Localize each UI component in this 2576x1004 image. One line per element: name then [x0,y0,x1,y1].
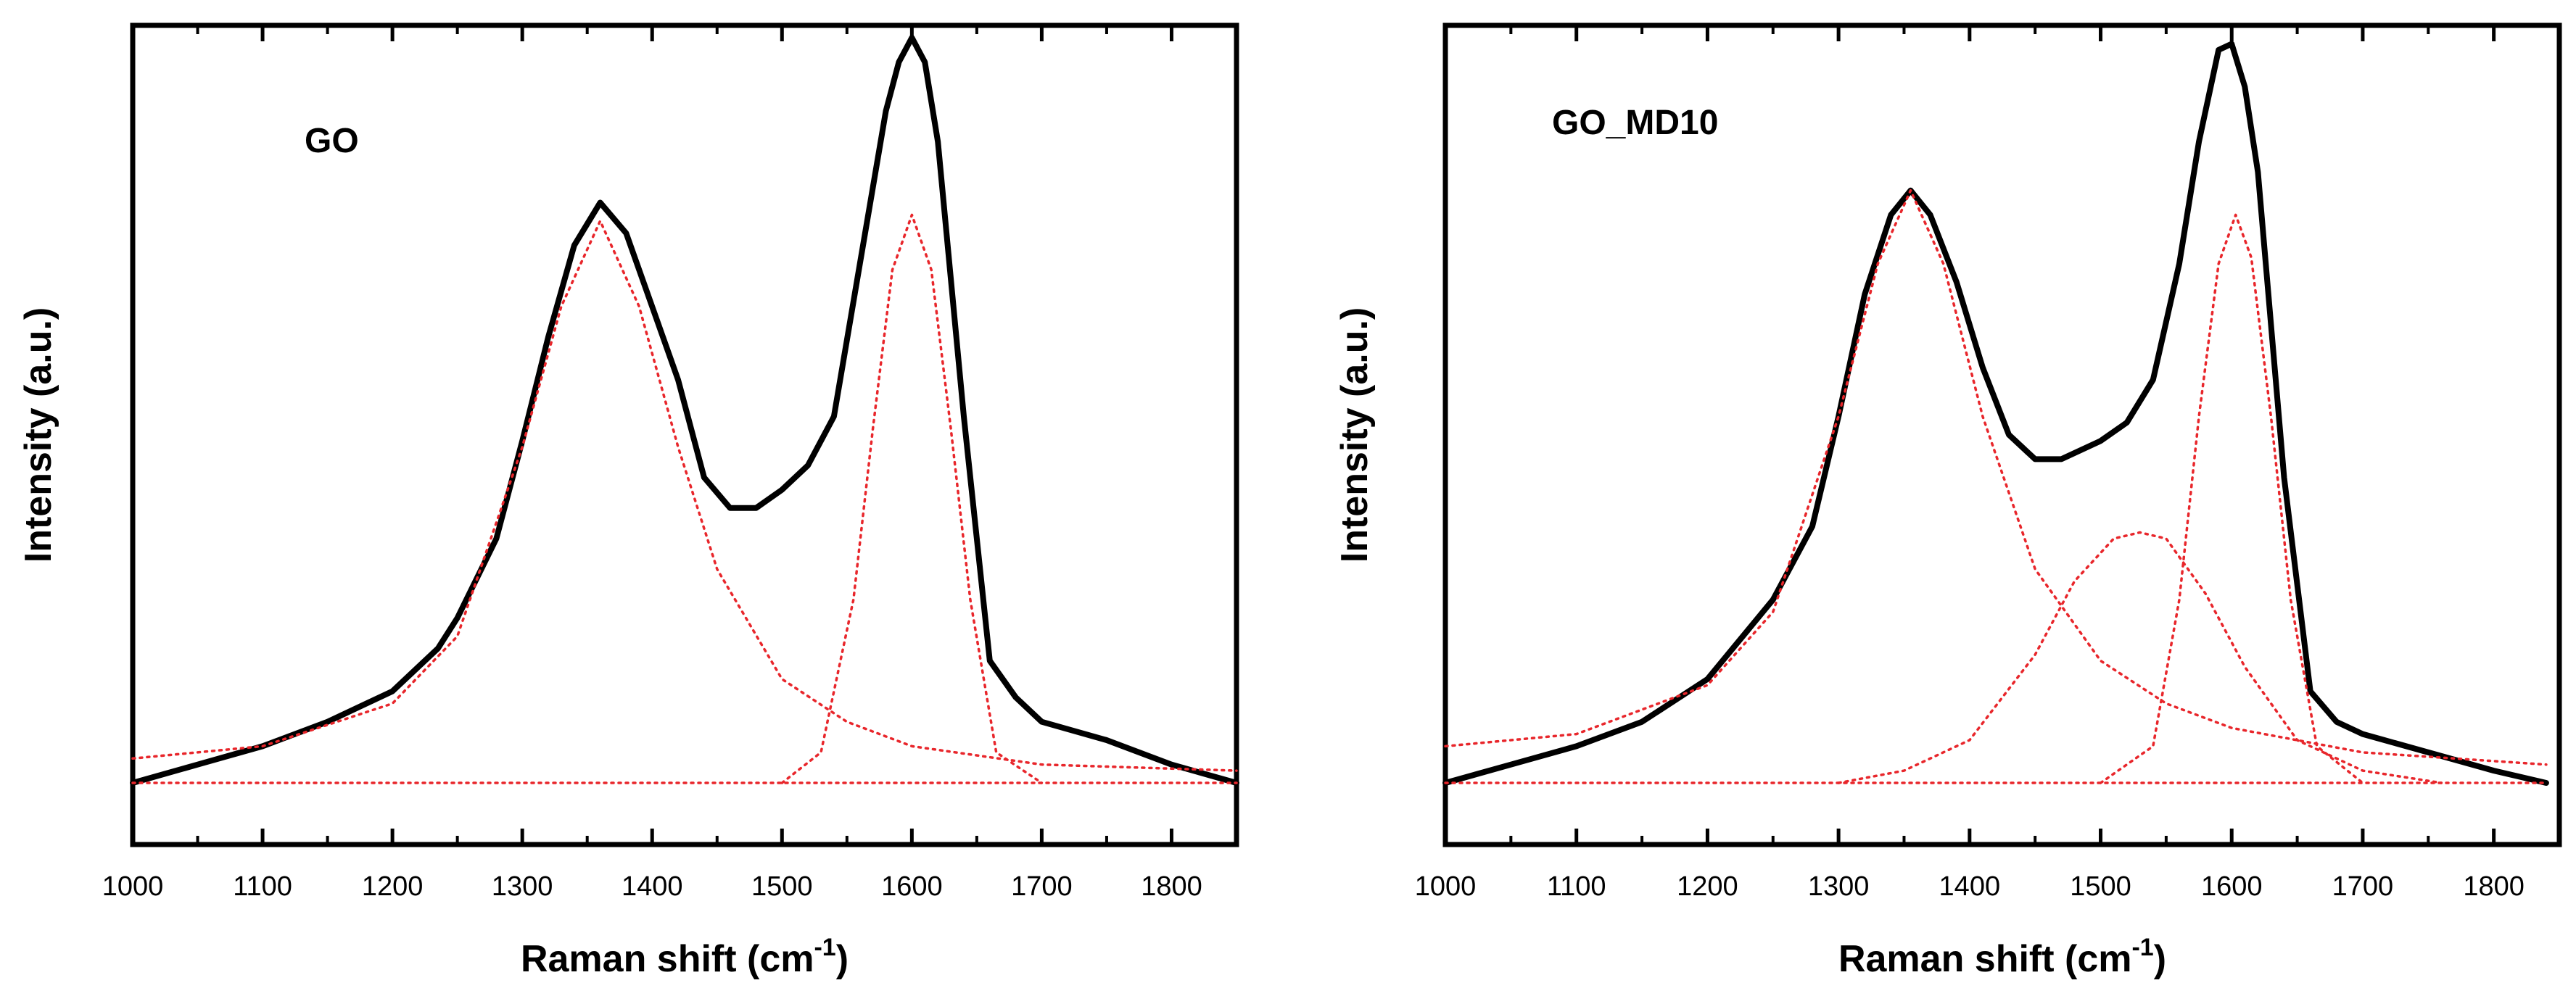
x-tick-label: 1600 [881,871,943,902]
x-tick-label: 1000 [102,871,164,902]
x-tick-label: 1400 [1939,871,2001,902]
panel-title: GO_MD10 [1552,104,1718,142]
x-axis-label: Raman shift (cm-1) [521,934,849,980]
x-tick-label: 1700 [2332,871,2394,902]
x-tick-label: 1800 [2463,871,2525,902]
x-tick-label: 1600 [2201,871,2263,902]
series-g-band-fit [2099,213,2364,784]
series-middle-band-fit [1837,531,2443,784]
chart-panel-go: 1000 1100 1200 1300 1400 1500 1600 1700 1800 GO Ra… [17,22,1239,980]
x-tick-label: 1500 [2070,871,2131,902]
x-tick-label: 1300 [1808,871,1870,902]
x-tick-label: 1800 [1141,871,1202,902]
x-tick-label: 1000 [1415,871,1477,902]
series-d-band-fit [131,220,1238,772]
plot-frame [130,22,1239,847]
x-tick-label: 1400 [622,871,683,902]
series-measured-spectrum [130,35,1239,786]
plot-frame [1442,22,2562,847]
x-tick-label: 1200 [1677,871,1738,902]
series-measured-spectrum [1442,41,2549,786]
y-axis-label: Intensity (a.u.) [17,307,59,563]
panel-title: GO [305,122,359,160]
x-tick-label: 1300 [492,871,553,902]
chart-panel-go-md10: 1000 1100 1200 1300 1400 1500 1600 1700 1800 GO_M… [1334,22,2562,980]
x-tick-label: 1200 [362,871,424,902]
x-tick-label: 1500 [751,871,813,902]
x-tick-label: 1100 [1547,871,1606,902]
series-d-band-fit [1444,188,2548,766]
x-tick-label: 1700 [1011,871,1073,902]
y-axis-label: Intensity (a.u.) [1334,307,1376,563]
x-tick-label: 1100 [233,871,292,902]
series-g-band-fit [780,213,1044,784]
x-axis-label: Raman shift (cm-1) [1838,934,2166,980]
